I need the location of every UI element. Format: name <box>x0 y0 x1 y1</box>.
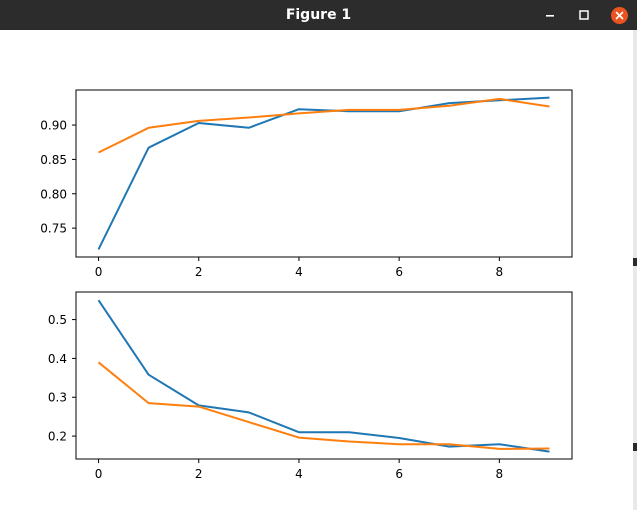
minimize-button[interactable] <box>535 0 565 30</box>
subplot-2-background <box>76 292 572 459</box>
subplot-2-x-tick-label: 6 <box>395 467 403 481</box>
subplot-2-y-tick-label: 0.4 <box>48 352 67 366</box>
subplot-2-series-1-line <box>97 299 550 453</box>
maximize-icon <box>578 6 590 25</box>
subplot-2-y-tick-label: 0.2 <box>48 430 67 444</box>
subplot-2-y-tick-label: 0.3 <box>48 391 67 405</box>
subplot-1-y-tick-label: 0.80 <box>40 187 67 201</box>
window-titlebar[interactable]: Figure 1 <box>0 0 637 30</box>
edge-marker <box>633 258 637 266</box>
subplot-1-x-tick-label: 4 <box>295 265 303 279</box>
close-icon <box>610 6 628 24</box>
window-title: Figure 1 <box>285 7 352 23</box>
subplot-2-x-tick-label: 2 <box>195 467 203 481</box>
maximize-button[interactable] <box>569 0 599 30</box>
close-button[interactable] <box>604 0 634 30</box>
subplot-2-x-tick-label: 8 <box>496 467 504 481</box>
minimize-icon <box>544 6 556 25</box>
subplot-1-series-2-line <box>98 97 550 154</box>
subplot-1-x-tick-label: 8 <box>496 265 504 279</box>
subplot-1-x-tick-label: 6 <box>395 265 403 279</box>
subplot-1-y-tick-label: 0.85 <box>40 153 67 167</box>
subplot-1-frame <box>75 89 573 258</box>
subplot-2-frame <box>75 291 573 460</box>
subplot-2-y-tick-label: 0.5 <box>48 313 67 327</box>
window-resize-edge[interactable] <box>633 30 637 510</box>
figure-canvas[interactable]: 0 2 4 6 8 0.75 0.80 0.85 0.90 0 2 4 6 8 0.2 0.3 0.4 0.5 <box>0 30 637 510</box>
subplot-1-background <box>76 90 572 257</box>
figure-plot-area: 0 2 4 6 8 0.75 0.80 0.85 0.90 0 2 4 6 8 0.2 0.3 0.4 0.5 <box>40 89 573 481</box>
subplot-1-x-tick-label: 2 <box>195 265 203 279</box>
subplot-1-y-tick-label: 0.75 <box>40 222 67 236</box>
subplot-2-series-2-line <box>97 361 550 450</box>
subplot-2-x-tick-label: 0 <box>95 467 103 481</box>
subplot-1-x-tick-label: 0 <box>95 265 103 279</box>
subplot-2-x-tick-label: 4 <box>295 467 303 481</box>
subplot-1-y-tick-label: 0.90 <box>40 119 67 133</box>
edge-marker <box>633 443 637 451</box>
